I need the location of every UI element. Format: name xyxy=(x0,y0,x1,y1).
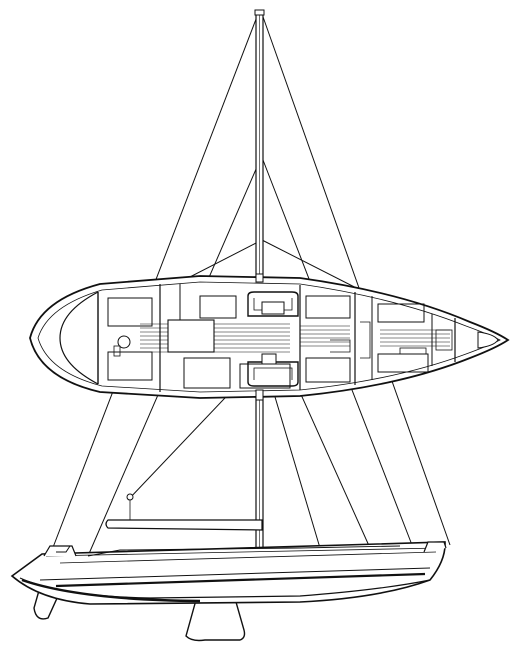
deck-plan xyxy=(29,273,510,401)
boom-block xyxy=(126,493,134,501)
keel xyxy=(185,599,246,642)
toilet-icon xyxy=(117,335,131,349)
hull-profile xyxy=(10,541,447,605)
saloon-table-lower xyxy=(261,353,277,365)
saloon-table-upper xyxy=(261,301,285,315)
settee-upper xyxy=(247,291,299,317)
bow-fitting xyxy=(477,331,499,349)
stern-pushpit xyxy=(43,545,77,557)
interior-layout xyxy=(97,273,456,401)
bow-pulpit xyxy=(423,541,447,553)
boom xyxy=(105,493,263,531)
plan-hull-outline xyxy=(29,275,510,399)
settee-lower xyxy=(247,361,299,387)
forestay xyxy=(261,13,451,546)
